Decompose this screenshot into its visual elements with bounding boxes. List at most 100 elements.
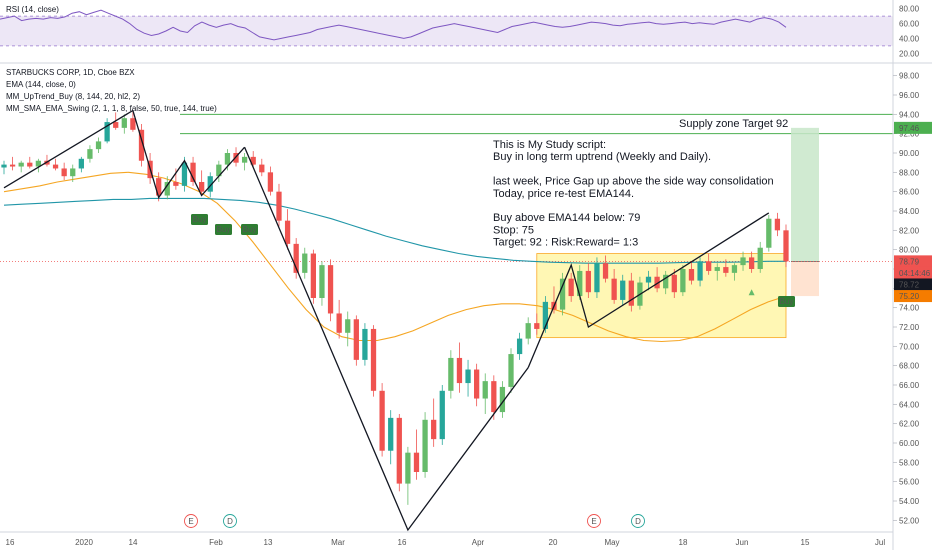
candle-body: [293, 243, 299, 273]
price-tick-label: 60.00: [899, 439, 920, 448]
candle-body: [276, 191, 282, 221]
time-axis-label: Apr: [472, 538, 485, 547]
price-tick-label: 56.00: [899, 478, 920, 487]
dividend-marker[interactable]: D: [227, 517, 233, 526]
candle-body: [680, 269, 686, 293]
rsi-tick-label: 80.00: [899, 5, 920, 14]
buy-signal-4-bg: [778, 296, 795, 307]
supply-zone-label: Supply zone Target 92: [679, 118, 788, 130]
uptrend-line-jan[interactable]: [3, 109, 134, 189]
note-line: This is My Study script:: [493, 139, 606, 151]
candle-body: [508, 354, 514, 387]
candle-body: [645, 276, 652, 283]
buy-signal-3: Buy: [243, 225, 257, 234]
dividend-marker-circle[interactable]: [631, 514, 645, 528]
price-tick-label: 62.00: [899, 420, 920, 429]
candle-body: [766, 218, 772, 248]
price-badge: 04:14:46: [899, 269, 931, 278]
earnings-marker-circle[interactable]: [184, 514, 198, 528]
candle-body: [671, 274, 677, 293]
study-ema-label: EMA (144, close, 0): [6, 80, 76, 89]
candle-body: [602, 263, 609, 279]
time-axis[interactable]: 16 2020 14 Feb 13 Mar 16 Apr 20 May 18 Jun 15 Jul: [6, 538, 886, 547]
candle-body: [740, 257, 746, 266]
breakout-line[interactable]: [527, 212, 770, 368]
swing-line-feb[interactable]: [132, 110, 246, 199]
candle-body: [628, 280, 634, 306]
target-zone: [791, 127, 819, 262]
candle-body: [370, 328, 377, 391]
price-tick-label: 80.00: [899, 246, 920, 255]
candle-body: [714, 267, 720, 271]
trend-lines[interactable]: [3, 109, 770, 532]
rsi-tick-label: 20.00: [899, 49, 920, 58]
buy-signal-2: Buy: [217, 225, 231, 234]
price-tick-label: 66.00: [899, 381, 920, 390]
sma50-line: [3, 171, 787, 343]
price-tick-label: 52.00: [899, 516, 920, 525]
candle-body: [302, 253, 308, 273]
candle-body: [241, 156, 248, 163]
time-axis-label: Feb: [209, 538, 223, 547]
candle-body: [130, 118, 136, 130]
candle-body: [284, 220, 291, 244]
price-badge-bg: [894, 121, 932, 134]
candle-body: [61, 168, 67, 177]
candle-body: [327, 265, 334, 314]
time-axis-label: Mar: [331, 538, 345, 547]
candle-body: [362, 328, 368, 360]
candle-body: [164, 182, 170, 196]
earnings-marker[interactable]: E: [188, 517, 193, 526]
candle-body: [491, 381, 497, 413]
crash-recovery-line[interactable]: [244, 146, 529, 532]
rsi-axis: 80.00 60.00 40.00 20.00: [899, 5, 920, 59]
candle-body: [688, 269, 695, 281]
price-tick-label: 70.00: [899, 342, 920, 351]
candle-body: [654, 276, 660, 289]
rsi-pane[interactable]: RSI (14, close) 80.00 60.00 40.00 20.00: [0, 5, 920, 59]
candle-body: [199, 182, 205, 192]
moving-averages: [3, 171, 787, 343]
price-badge-bg: [894, 278, 932, 291]
candle-body: [104, 122, 110, 142]
earnings-marker[interactable]: E: [591, 517, 596, 526]
candle-body: [267, 172, 274, 192]
candle-body: [465, 369, 471, 384]
dividend-marker-circle[interactable]: [223, 514, 237, 528]
candle-body: [757, 247, 763, 269]
candle-body: [70, 168, 76, 177]
candle-body: [413, 452, 420, 472]
candle-body: [173, 182, 179, 186]
time-axis-label: 16: [6, 538, 15, 547]
candle-body: [250, 156, 256, 165]
time-axis-label: 20: [549, 538, 558, 547]
candle-body: [396, 417, 402, 484]
ema144-line: [3, 197, 786, 264]
earnings-marker-circle[interactable]: [587, 514, 601, 528]
candle-body: [1, 164, 7, 168]
candle-body: [422, 419, 428, 472]
candle-body: [345, 319, 351, 333]
candle-body: [723, 267, 729, 273]
note-line: Buy above EMA144 below: 79: [493, 212, 640, 224]
price-badge: 75.20: [899, 292, 920, 301]
rsi-band: [0, 16, 893, 46]
candle-body: [482, 381, 488, 399]
study-uptrend-label: MM_UpTrend_Buy (8, 144, 20, hl2, 2): [6, 92, 140, 101]
candle-body: [336, 313, 342, 333]
candle-body: [138, 129, 145, 161]
time-axis-label: May: [604, 538, 619, 547]
candle-body: [448, 357, 454, 391]
uptrend-triangle: [748, 289, 755, 296]
price-badge: 78.72: [899, 280, 920, 289]
candle-body: [516, 338, 523, 355]
time-axis-label: 18: [679, 538, 688, 547]
candle-body: [353, 319, 359, 360]
candle-body: [542, 301, 549, 329]
candle-body: [18, 162, 24, 167]
dividend-marker[interactable]: D: [635, 517, 641, 526]
note-line: Today, price re-test EMA144.: [493, 188, 634, 200]
price-tick-label: 74.00: [899, 304, 920, 313]
